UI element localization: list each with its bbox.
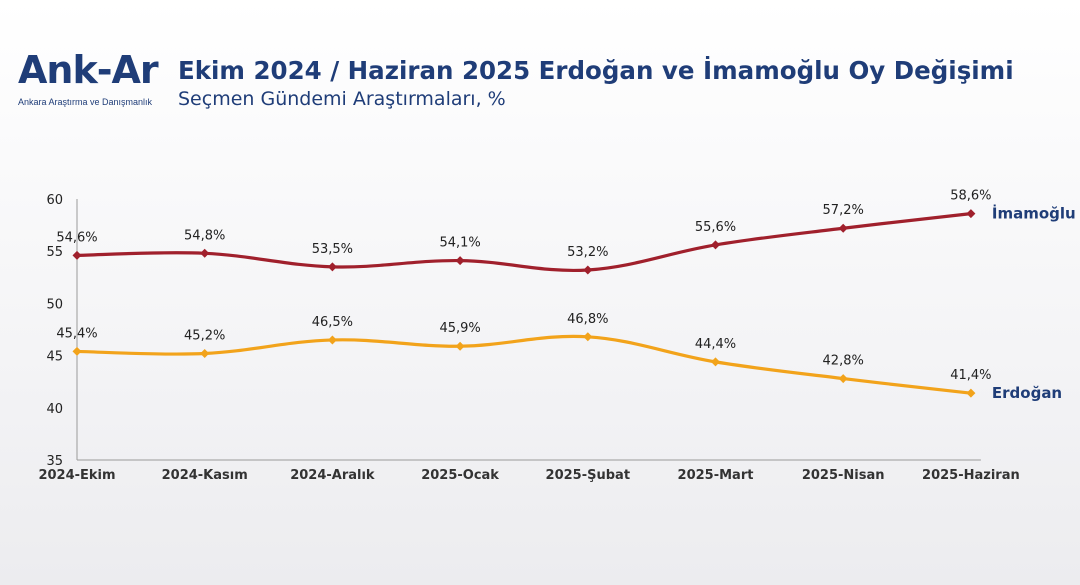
chart-axes: 35 40 45 50 55 60 2024-Ekim 2024-Kasım 2024-Aral… (38, 193, 1019, 483)
data-label: 45,9% (439, 321, 480, 336)
data-point (200, 349, 210, 359)
data-label: 58,6% (950, 189, 991, 204)
series-name-label: Erdoğan (992, 384, 1062, 402)
x-tick-label: 2025-Şubat (546, 468, 631, 483)
data-point (72, 250, 82, 260)
x-tick-label: 2025-Haziran (922, 468, 1020, 483)
data-point (455, 341, 465, 351)
data-label: 45,4% (56, 326, 97, 341)
data-point (711, 357, 720, 367)
y-tick-label: 55 (46, 245, 63, 260)
data-point (455, 256, 465, 266)
data-label: 54,6% (56, 230, 97, 245)
series-name-label: İmamoğlu (992, 204, 1076, 223)
data-point (327, 262, 337, 272)
x-tick-label: 2024-Ekim (38, 468, 115, 483)
logo: Ank-Ar Ankara Araştırma ve Danışmanlık (8, 42, 159, 112)
data-point (583, 265, 593, 275)
data-label: 53,5% (312, 242, 353, 257)
data-point (583, 332, 593, 342)
data-label: 54,8% (184, 228, 225, 243)
data-label: 53,2% (567, 245, 608, 260)
data-point (838, 374, 848, 384)
data-label: 55,6% (695, 220, 736, 235)
chart-subtitle: Seçmen Gündemi Araştırmaları, % (178, 88, 506, 110)
series-line (75, 212, 973, 273)
x-tick-label: 2024-Aralık (290, 468, 375, 483)
chart-series: 54,6% 54,8% 53,5% 54,1% 53,2% 55,6% 57,2% 58,6%… (56, 189, 1075, 403)
data-label: 46,5% (312, 315, 353, 330)
data-point (72, 346, 82, 356)
series-erdo-an: 45,4% 45,2% 46,5% 45,9% 46,8% 44,4% 42,8% 41,4%… (56, 312, 1062, 402)
x-tick-label: 2025-Ocak (421, 468, 499, 483)
chart-title: Ekim 2024 / Haziran 2025 Erdoğan ve İmam… (178, 56, 1014, 85)
logo-tagline: Ankara Araştırma ve Danışmanlık (18, 97, 153, 107)
y-tick-label: 35 (46, 454, 63, 469)
data-point (966, 388, 976, 398)
data-point (966, 209, 976, 219)
y-tick-label: 45 (46, 350, 63, 365)
series-line (75, 334, 973, 395)
data-label: 46,8% (567, 312, 608, 327)
y-tick-label: 50 (46, 297, 63, 312)
data-label: 57,2% (823, 203, 864, 218)
data-label: 44,4% (695, 337, 736, 352)
data-point (327, 335, 337, 345)
data-point (711, 240, 720, 250)
data-label: 45,2% (184, 329, 225, 344)
data-label: 42,8% (823, 354, 864, 369)
y-tick-label: 60 (46, 193, 63, 208)
series-i-mamo-lu: 54,6% 54,8% 53,5% 54,1% 53,2% 55,6% 57,2% 58,6%… (56, 189, 1076, 275)
data-point (200, 248, 210, 258)
x-tick-label: 2025-Mart (678, 468, 754, 483)
y-tick-label: 40 (46, 402, 63, 417)
data-label: 41,4% (950, 368, 991, 383)
x-tick-label: 2025-Nisan (802, 468, 885, 483)
data-point (838, 223, 848, 233)
logo-wordmark: Ank-Ar (18, 48, 159, 92)
x-tick-label: 2024-Kasım (162, 468, 248, 483)
data-label: 54,1% (439, 236, 480, 251)
